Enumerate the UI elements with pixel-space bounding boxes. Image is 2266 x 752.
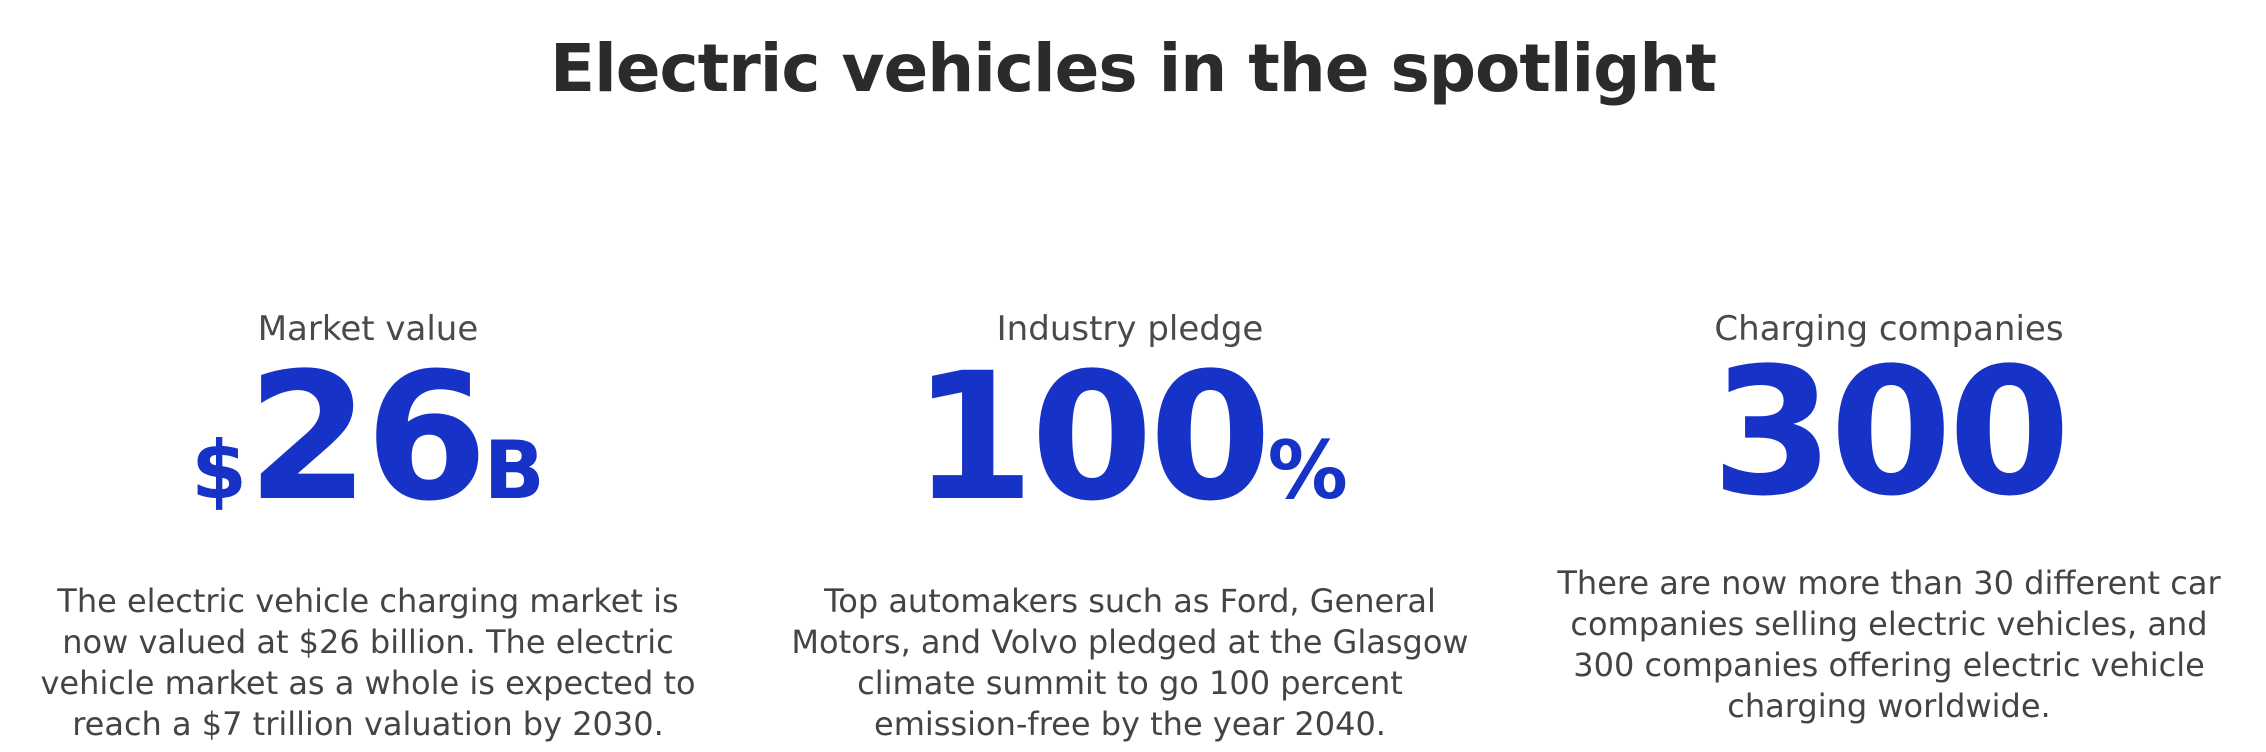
stat-label: Industry pledge (996, 309, 1264, 349)
stat-number: 100 (912, 335, 1271, 540)
stat-prefix: $ (191, 424, 247, 517)
stat-figure: 300 (1529, 345, 2249, 563)
stat-card: Market value $26B The electric vehicle c… (8, 300, 728, 745)
stat-suffix: B (483, 424, 545, 517)
stat-description: Top automakers such as Ford, General Mot… (791, 582, 1469, 743)
page-title: Electric vehicles in the spotlight (550, 30, 1717, 107)
stat-number: 26 (246, 335, 488, 540)
stat-label: Charging companies (1714, 309, 2064, 349)
stat-description: The electric vehicle charging market is … (40, 582, 696, 743)
stat-card: Charging companies 300 There are now mor… (1529, 300, 2249, 727)
stat-description: There are now more than 30 different car… (1557, 564, 2221, 725)
stat-label: Market value (257, 309, 479, 349)
stat-number: 300 (1711, 330, 2070, 535)
stat-card: Industry pledge 100% Top automakers such… (770, 300, 1490, 745)
stat-suffix: % (1267, 424, 1348, 517)
stat-figure: 100% (770, 350, 1490, 573)
stat-figure: $26B (8, 350, 728, 573)
